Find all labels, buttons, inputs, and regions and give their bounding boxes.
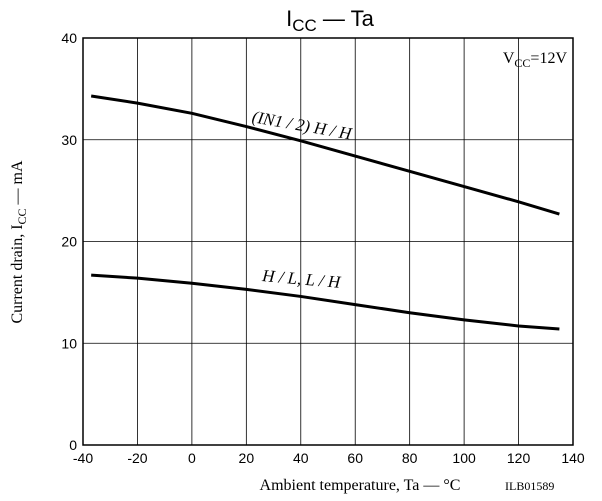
x-tick-label: 100 bbox=[452, 450, 476, 466]
x-tick-label: 60 bbox=[347, 450, 363, 466]
y-label-part: — mA bbox=[9, 160, 26, 208]
y-tick-label: 20 bbox=[61, 234, 77, 250]
y-tick-label: 30 bbox=[61, 132, 77, 148]
annotation: VCC=12V bbox=[503, 50, 568, 70]
x-tick-label: 0 bbox=[188, 450, 196, 466]
annotation-sub: CC bbox=[514, 56, 530, 70]
y-tick-label: 10 bbox=[61, 335, 77, 351]
series-label: (IN1 / 2) H / H bbox=[251, 107, 355, 143]
annotation-part: =12V bbox=[530, 50, 567, 67]
x-tick-label: 120 bbox=[507, 450, 531, 466]
x-tick-label: 40 bbox=[293, 450, 309, 466]
series-line bbox=[90, 94, 560, 216]
x-tick-label: 80 bbox=[402, 450, 418, 466]
x-tick-label: -20 bbox=[127, 450, 147, 466]
x-tick-label: -40 bbox=[73, 450, 93, 466]
title-part: — Ta bbox=[317, 6, 375, 31]
annotation-part: V bbox=[503, 50, 515, 67]
x-axis-label: Ambient temperature, Ta — °C bbox=[260, 477, 461, 494]
y-tick-label: 40 bbox=[61, 30, 77, 46]
series-label: H / L, L / H bbox=[261, 266, 343, 292]
x-tick-label: 140 bbox=[561, 450, 585, 466]
chart-title: ICC — Ta bbox=[286, 6, 375, 35]
title-part: I bbox=[286, 6, 292, 31]
x-tick-label: 20 bbox=[239, 450, 255, 466]
y-label-sub: CC bbox=[15, 208, 29, 224]
figure-id: ILB01589 bbox=[505, 479, 554, 493]
y-label-part: Current drain, I bbox=[9, 224, 26, 323]
y-tick-label: 0 bbox=[69, 437, 77, 453]
series-line bbox=[91, 273, 560, 331]
title-sub: CC bbox=[292, 16, 317, 35]
plot-frame bbox=[82, 37, 574, 446]
y-axis-label: Current drain, ICC — mA bbox=[9, 160, 29, 324]
